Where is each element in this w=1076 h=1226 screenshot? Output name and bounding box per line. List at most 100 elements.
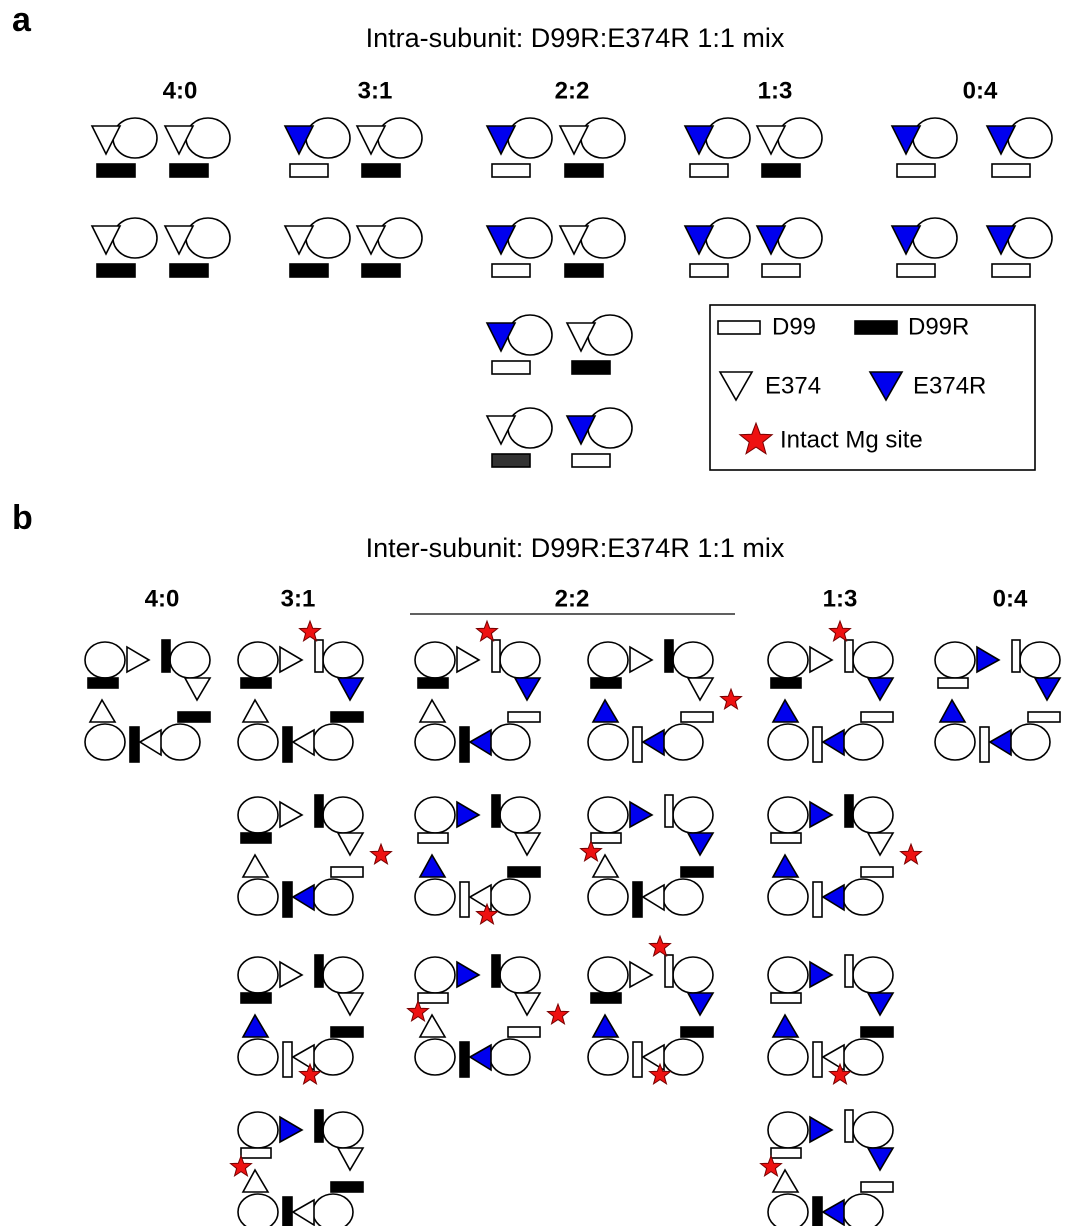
e374-triangle (280, 1117, 302, 1142)
d99-rect (771, 1148, 801, 1158)
d99-rect (88, 678, 118, 688)
subunit-circle (238, 642, 278, 678)
subunit-circle (186, 118, 230, 158)
e374-triangle (338, 678, 363, 700)
e374-triangle (293, 730, 314, 755)
e374-triangle (810, 802, 832, 827)
subunit-circle (853, 642, 893, 678)
e374-triangle (977, 647, 999, 672)
subunit-circle (843, 724, 883, 760)
subunit-circle (306, 218, 350, 258)
subunit-circle (768, 797, 808, 833)
subunit-circle (768, 724, 808, 760)
d99-rect (170, 264, 208, 277)
d99-rect (861, 1182, 893, 1192)
legend-label: D99R (908, 313, 969, 340)
e374-triangle (823, 885, 844, 910)
d99-rect (665, 640, 673, 672)
d99-rect (665, 955, 673, 987)
legend-label: D99 (772, 313, 816, 340)
e374-triangle (810, 962, 832, 987)
d99-rect (845, 640, 853, 672)
d99-rect (492, 795, 500, 827)
d99-rect (492, 955, 500, 987)
d99-rect (460, 882, 469, 917)
subunit-circle (306, 118, 350, 158)
subunit-circle (500, 642, 540, 678)
d99-rect (241, 678, 271, 688)
panel-title: Intra-subunit: D99R:E374R 1:1 mix (366, 23, 785, 53)
e374-triangle (338, 1148, 363, 1170)
e374-triangle (773, 700, 798, 722)
subunit-circle (588, 957, 628, 993)
d99-rect (283, 1197, 292, 1226)
e374-triangle (810, 1117, 832, 1142)
subunit-circle (663, 879, 703, 915)
d99-rect (813, 727, 822, 762)
d99-rect (460, 727, 469, 762)
legend-swatch (855, 321, 897, 334)
d99-rect (591, 678, 621, 688)
mg-site-star (231, 1156, 252, 1176)
subunit-circle (85, 642, 125, 678)
d99-rect (362, 164, 400, 177)
subunit-circle (238, 879, 278, 915)
subunit-circle (706, 118, 750, 158)
e374-triangle (868, 833, 893, 855)
e374-triangle (810, 647, 832, 672)
subunit-circle (323, 642, 363, 678)
subunit-circle (673, 957, 713, 993)
d99-rect (418, 833, 448, 843)
subunit-circle (238, 797, 278, 833)
subunit-circle (706, 218, 750, 258)
e374-triangle (280, 962, 302, 987)
subunit-circle (160, 724, 200, 760)
column-label: 0:4 (993, 585, 1028, 612)
legend-label: E374 (765, 372, 821, 399)
d99-rect (97, 264, 135, 277)
d99-rect (565, 264, 603, 277)
subunit-circle (500, 797, 540, 833)
column-label: 1:3 (758, 77, 793, 104)
e374-triangle (688, 833, 713, 855)
e374-triangle (243, 855, 268, 877)
subunit-circle (673, 797, 713, 833)
d99-rect (331, 712, 363, 722)
d99-rect (861, 1027, 893, 1037)
d99-rect (130, 727, 139, 762)
subunit-circle (186, 218, 230, 258)
subunit-circle (113, 118, 157, 158)
d99-rect (897, 164, 935, 177)
subunit-circle (853, 1112, 893, 1148)
d99-rect (813, 882, 822, 917)
d99-rect (565, 164, 603, 177)
subunit-circle (853, 797, 893, 833)
d99-rect (845, 955, 853, 987)
column-label: 4:0 (163, 77, 198, 104)
d99-rect (162, 640, 170, 672)
e374-triangle (457, 647, 479, 672)
d99-rect (938, 678, 968, 688)
d99-rect (178, 712, 210, 722)
d99-rect (283, 727, 292, 762)
subunit-circle (508, 218, 552, 258)
d99-rect (861, 712, 893, 722)
panel-title: Inter-subunit: D99R:E374R 1:1 mix (366, 533, 785, 563)
d99-rect (813, 1197, 822, 1226)
d99-rect (492, 640, 500, 672)
d99-rect (992, 264, 1030, 277)
e374-triangle (140, 730, 161, 755)
subunit-circle (490, 879, 530, 915)
e374-triangle (293, 1200, 314, 1225)
subunit-circle (378, 118, 422, 158)
subunit-circle (313, 1039, 353, 1075)
subunit-circle (913, 218, 957, 258)
d99-rect (97, 164, 135, 177)
d99-rect (992, 164, 1030, 177)
subunit-circle (588, 724, 628, 760)
d99-rect (283, 1042, 292, 1077)
subunit-circle (313, 1194, 353, 1226)
panel-letter: b (12, 499, 33, 537)
column-label: 2:2 (555, 77, 590, 104)
subunit-circle (323, 797, 363, 833)
